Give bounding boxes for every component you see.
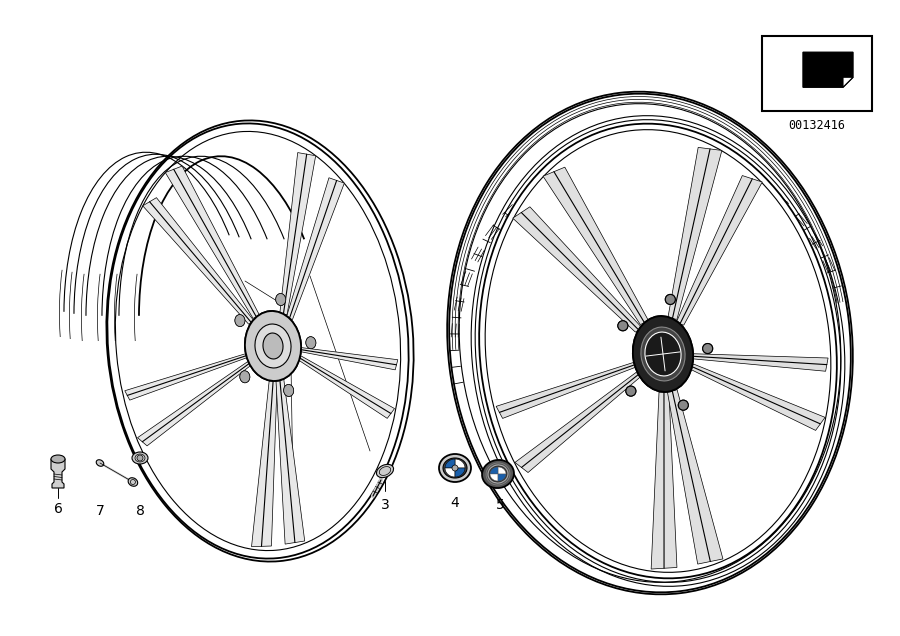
Polygon shape xyxy=(143,198,254,324)
Polygon shape xyxy=(51,459,65,488)
Polygon shape xyxy=(280,153,316,315)
Ellipse shape xyxy=(255,324,291,368)
Polygon shape xyxy=(301,348,398,370)
Circle shape xyxy=(618,321,628,331)
Ellipse shape xyxy=(107,123,409,558)
Polygon shape xyxy=(513,207,642,332)
Circle shape xyxy=(618,321,628,331)
Polygon shape xyxy=(651,392,677,569)
Ellipse shape xyxy=(275,293,285,305)
Text: 5: 5 xyxy=(496,498,504,512)
Circle shape xyxy=(703,343,713,354)
Polygon shape xyxy=(496,363,636,418)
Ellipse shape xyxy=(51,455,65,463)
Circle shape xyxy=(665,294,675,305)
Polygon shape xyxy=(445,468,455,477)
Polygon shape xyxy=(693,354,828,371)
Text: 6: 6 xyxy=(54,502,62,516)
Ellipse shape xyxy=(633,316,693,392)
Ellipse shape xyxy=(245,311,302,381)
Ellipse shape xyxy=(263,333,283,359)
Ellipse shape xyxy=(645,332,681,376)
Ellipse shape xyxy=(284,384,293,396)
Polygon shape xyxy=(668,148,722,319)
Text: 2: 2 xyxy=(289,494,297,508)
Circle shape xyxy=(679,400,688,410)
Ellipse shape xyxy=(447,92,853,594)
Polygon shape xyxy=(843,77,853,87)
Polygon shape xyxy=(276,380,305,544)
Ellipse shape xyxy=(306,336,316,349)
Ellipse shape xyxy=(645,332,681,376)
Ellipse shape xyxy=(443,458,467,478)
Ellipse shape xyxy=(482,460,514,488)
Polygon shape xyxy=(498,474,506,481)
Text: 3: 3 xyxy=(381,498,390,512)
Text: 00132416: 00132416 xyxy=(788,119,845,132)
Ellipse shape xyxy=(128,478,138,487)
Polygon shape xyxy=(515,373,641,473)
Ellipse shape xyxy=(376,464,393,478)
Ellipse shape xyxy=(306,336,316,349)
Polygon shape xyxy=(690,364,825,431)
Circle shape xyxy=(703,343,713,354)
Ellipse shape xyxy=(641,327,685,381)
Polygon shape xyxy=(125,354,248,400)
Text: 1: 1 xyxy=(696,494,705,508)
Text: 1: 1 xyxy=(703,496,711,510)
Ellipse shape xyxy=(633,316,693,392)
Ellipse shape xyxy=(488,465,508,483)
Polygon shape xyxy=(251,381,277,547)
Ellipse shape xyxy=(235,315,245,326)
Ellipse shape xyxy=(255,324,291,368)
Ellipse shape xyxy=(239,371,250,383)
Polygon shape xyxy=(803,52,853,87)
Polygon shape xyxy=(455,468,465,477)
Circle shape xyxy=(137,455,143,461)
Ellipse shape xyxy=(439,454,471,482)
Bar xyxy=(762,36,872,111)
Ellipse shape xyxy=(479,123,837,578)
Polygon shape xyxy=(676,176,762,325)
Ellipse shape xyxy=(235,315,245,326)
Circle shape xyxy=(626,386,636,396)
Ellipse shape xyxy=(263,333,283,359)
Polygon shape xyxy=(543,167,649,324)
Polygon shape xyxy=(490,474,498,481)
Circle shape xyxy=(679,400,688,410)
Ellipse shape xyxy=(275,293,285,305)
Polygon shape xyxy=(286,177,345,319)
Polygon shape xyxy=(298,356,394,418)
Polygon shape xyxy=(668,390,723,564)
Ellipse shape xyxy=(96,460,104,466)
Circle shape xyxy=(665,294,675,305)
Text: 7: 7 xyxy=(95,504,104,518)
Polygon shape xyxy=(138,362,251,446)
Ellipse shape xyxy=(132,452,148,464)
Circle shape xyxy=(626,386,636,396)
Ellipse shape xyxy=(239,371,250,383)
Polygon shape xyxy=(166,166,260,319)
Polygon shape xyxy=(445,459,455,468)
Polygon shape xyxy=(498,467,506,474)
Ellipse shape xyxy=(284,384,293,396)
Polygon shape xyxy=(490,467,498,474)
Text: 4: 4 xyxy=(451,496,459,510)
Ellipse shape xyxy=(245,311,302,381)
Text: 8: 8 xyxy=(136,504,144,518)
Circle shape xyxy=(452,465,458,471)
Polygon shape xyxy=(455,459,465,468)
Ellipse shape xyxy=(641,327,685,381)
